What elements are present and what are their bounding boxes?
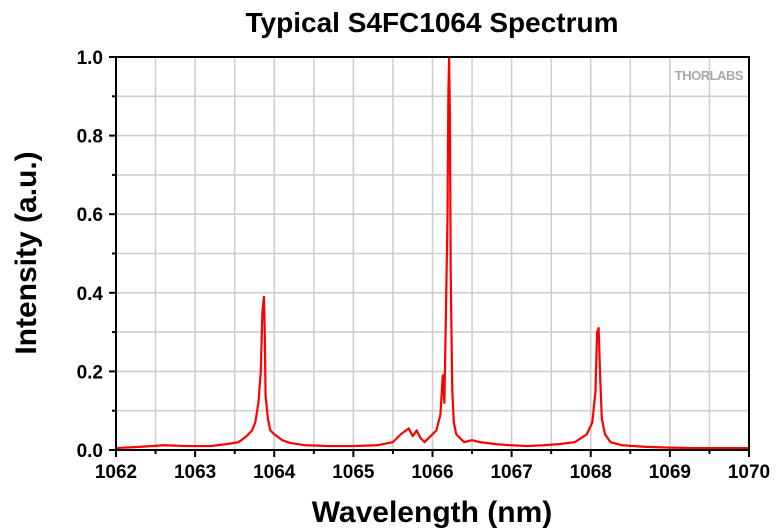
y-tick-label: 0.4: [77, 284, 104, 305]
x-tick-label: 1067: [490, 462, 532, 483]
spectrum-series-line: [115, 55, 749, 450]
x-tick-label: 1070: [728, 462, 770, 483]
x-tick-label: 1068: [570, 462, 612, 483]
x-tick-labels: 1062 1063 1064 1065 1066 1067 1068 1069 1070: [95, 462, 770, 483]
axis-ticks: [109, 56, 750, 457]
thorlabs-watermark: THORLABS: [675, 68, 744, 83]
plot-frame: [115, 56, 750, 451]
y-tick-label: 0.0: [77, 441, 103, 462]
x-tick-label: 1069: [649, 462, 691, 483]
x-tick-label: 1066: [411, 462, 453, 483]
series-layer: [115, 55, 749, 450]
y-tick-labels: 0.0 0.2 0.4 0.6 0.8 1.0: [77, 48, 104, 462]
grid: [116, 57, 749, 450]
x-tick-label: 1063: [174, 462, 216, 483]
x-tick-label: 1062: [95, 462, 137, 483]
chart-title: Typical S4FC1064 Spectrum: [246, 7, 619, 38]
x-tick-label: 1065: [332, 462, 375, 483]
y-tick-label: 0.2: [77, 362, 103, 383]
x-tick-label: 1064: [253, 462, 296, 483]
y-axis-label: Intensity (a.u.): [10, 151, 43, 354]
y-tick-label: 0.8: [77, 127, 103, 148]
x-axis-label: Wavelength (nm): [312, 496, 553, 529]
y-tick-label: 0.6: [77, 205, 103, 226]
y-tick-label: 1.0: [77, 48, 103, 69]
